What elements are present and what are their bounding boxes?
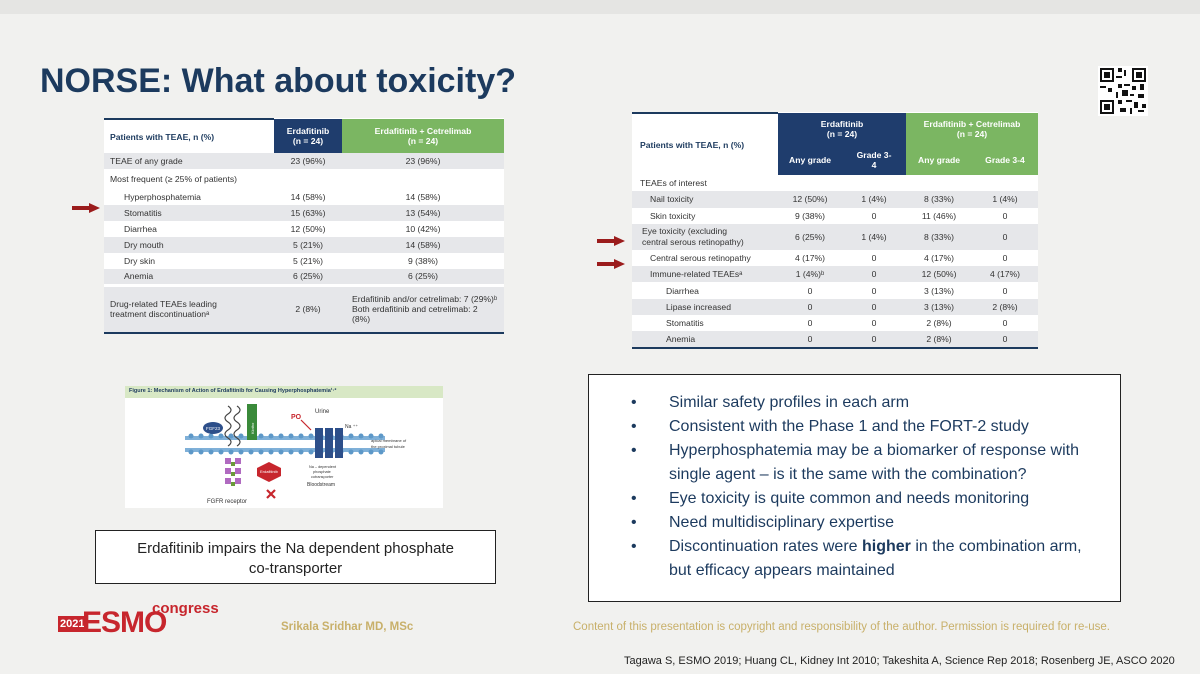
bullet-item: Consistent with the Phase 1 and the FORT…: [623, 415, 1120, 439]
group-combination: Erdafitinib + Cetrelimab (n = 24): [906, 113, 1038, 145]
svg-text:Urine: Urine: [315, 409, 330, 415]
top-bar: [0, 0, 1200, 14]
table-row: Nail toxicity 12 (50%) 1 (4%) 8 (33%) 1 (4%): [632, 191, 1038, 208]
table-section-row: Most frequent (≥ 25% of patients): [110, 174, 238, 184]
red-arrow-icon: [72, 203, 100, 213]
esmo-year: 2021: [58, 616, 87, 632]
svg-text:FGFR receptor: FGFR receptor: [207, 499, 247, 505]
teae-table-left: Patients with TEAE, n (%) Erdafitinib (n …: [104, 118, 504, 334]
bullet-item: Hyperphosphatemia may be a biomarker of …: [623, 439, 1120, 487]
svg-text:phosphate: phosphate: [313, 470, 331, 474]
figure-caption: Figure 1: Mechanism of Action of Erdafit…: [129, 388, 337, 394]
qr-code-icon[interactable]: [1098, 66, 1148, 116]
table-row-discontinuation: Drug-related TEAEs leading treatment disc…: [104, 283, 504, 334]
mechanism-diagram: FGF23 Klotho Erdafitinib PO Na ⁺⁺ Urine …: [185, 404, 407, 505]
svg-text:cotransporter: cotransporter: [311, 475, 334, 479]
svg-text:Erdafitinib: Erdafitinib: [260, 469, 279, 474]
esmo-wordmark: ESMO: [82, 606, 167, 639]
table-row: Stomatitis 0 0 2 (8%) 0: [666, 318, 1008, 329]
esmo-congress-text: congress: [152, 600, 219, 617]
col-any-grade-combo: Any grade: [906, 145, 972, 175]
svg-text:FGF23: FGF23: [206, 426, 221, 431]
table-row: Stomatitis 15 (63%) 13 (54%): [104, 205, 504, 221]
svg-text:Na – dependent: Na – dependent: [309, 465, 337, 469]
table-row: Immune-related TEAEsᵃ 1 (4%)ᵇ 0 12 (50%) 4 (…: [632, 266, 1038, 283]
slide-title: NORSE: What about toxicity?: [40, 62, 516, 100]
table-row: Eye toxicity (excluding central serous re…: [632, 223, 1038, 250]
esmo-congress-logo: 2021 ESMO congress: [58, 600, 219, 640]
col-any-grade: Any grade: [778, 145, 842, 175]
caption-line: Erdafitinib impairs the Na dependent pho…: [137, 540, 454, 557]
col-grade-3-4-combo: Grade 3-4: [972, 145, 1038, 175]
bullet-item: Similar safety profiles in each arm: [623, 391, 1120, 415]
table-row: Lipase increased 0 0 3 (13%) 2 (8%): [632, 298, 1038, 316]
bullet-item: Need multidisciplinary expertise: [623, 511, 1120, 535]
svg-text:Na ⁺⁺: Na ⁺⁺: [345, 424, 358, 430]
table-row: Central serous retinopathy 4 (17%) 0 4 (17%…: [650, 253, 1008, 264]
bullet-item: Eye toxicity is quite common and needs m…: [623, 487, 1120, 511]
svg-text:Bloodstream: Bloodstream: [307, 482, 335, 488]
group-erdafitinib: Erdafitinib (n = 24): [778, 113, 906, 145]
svg-text:Klotho: Klotho: [250, 422, 255, 434]
col-erdafitinib: Erdafitinib (n = 24): [274, 119, 342, 153]
col-combination: Erdafitinib + Cetrelimab (n = 24): [342, 119, 504, 153]
teae-table-right: Patients with TEAE, n (%) Erdafitinib (n …: [632, 112, 1038, 349]
svg-text:the proximal tubule: the proximal tubule: [371, 444, 406, 449]
table-row: Diarrhea 12 (50%) 10 (42%): [124, 224, 441, 234]
table-row: TEAE of any grade 23 (96%) 23 (96%): [104, 153, 504, 169]
table-row: Anemia 6 (25%) 6 (25%): [104, 269, 504, 285]
table-row: Hyperphosphatemia 14 (58%) 14 (58%): [124, 192, 441, 202]
svg-text:PO: PO: [291, 414, 302, 421]
copyright-notice: Content of this presentation is copyrigh…: [573, 621, 1110, 633]
red-arrow-icon: [597, 259, 625, 269]
figure-caption-band: [125, 386, 443, 398]
table-row: Diarrhea 0 0 3 (13%) 0: [666, 285, 1008, 296]
summary-bullets: Similar safety profiles in each arm Cons…: [588, 374, 1121, 602]
table-header-label: Patients with TEAE, n (%): [104, 118, 274, 153]
col-grade-3-4: Grade 3- 4: [842, 145, 906, 175]
svg-text:apical membrane of: apical membrane of: [371, 438, 407, 443]
author-name: Srikala Sridhar MD, MSc: [281, 621, 414, 633]
table-row: Anemia 0 0 2 (8%) 0: [632, 331, 1038, 349]
figure-caption-box: Erdafitinib impairs the Na dependent pho…: [95, 530, 496, 584]
table-row: Dry skin 5 (21%) 9 (38%): [124, 256, 439, 266]
red-arrow-icon: [597, 236, 625, 246]
references: Tagawa S, ESMO 2019; Huang CL, Kidney In…: [624, 655, 1175, 667]
mechanism-figure: Figure 1: Mechanism of Action of Erdafit…: [125, 386, 443, 508]
table-section-row: TEAEs of interest: [640, 178, 707, 189]
table-header-label: Patients with TEAE, n (%): [632, 112, 778, 175]
bullet-item: Discontinuation rates were higher in the…: [623, 535, 1120, 583]
caption-line: co-transporter: [248, 560, 343, 577]
table-row: Skin toxicity 9 (38%) 0 11 (46%) 0: [650, 210, 1008, 221]
table-row: Dry mouth 5 (21%) 14 (58%): [104, 237, 504, 253]
